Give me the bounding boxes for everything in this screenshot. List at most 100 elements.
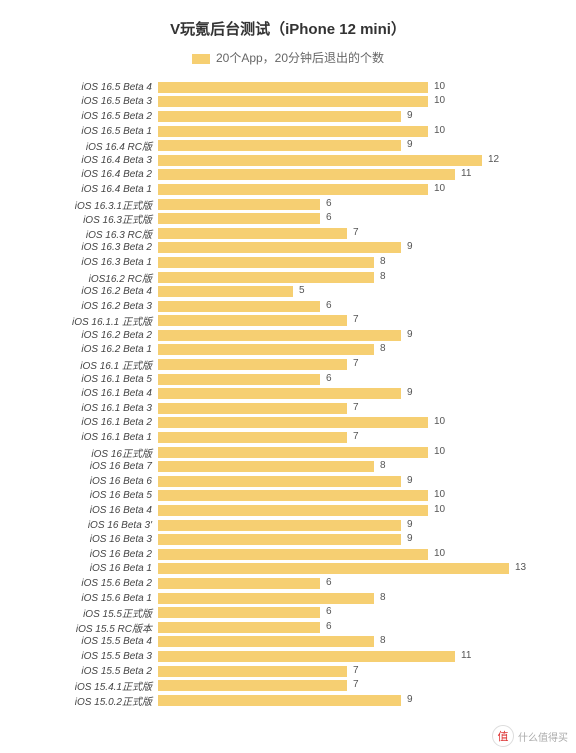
chart-row: iOS 15.5 Beta 27	[40, 664, 536, 679]
bar-value-label: 6	[320, 577, 332, 588]
bar-value-label: 8	[374, 271, 386, 282]
bar-value-label: 8	[374, 460, 386, 471]
bar-value-label: 10	[428, 446, 445, 457]
bar-track: 11	[158, 651, 536, 662]
chart-row: iOS 16 Beta 410	[40, 503, 536, 518]
chart-row: iOS 15.5 Beta 48	[40, 635, 536, 650]
bar	[158, 666, 347, 677]
chart-row: iOS 16.3 Beta 29	[40, 241, 536, 256]
y-axis-label: iOS 16.5 Beta 1	[40, 126, 158, 137]
chart-row: iOS 16.4 Beta 2 11	[40, 168, 536, 183]
bar-value-label: 9	[401, 110, 413, 121]
bar	[158, 607, 320, 618]
chart-row: iOS 15.5正式版6	[40, 605, 536, 620]
y-axis-label: iOS 16.1 Beta 3	[40, 403, 158, 414]
y-axis-label: iOS 16.2 Beta 4	[40, 286, 158, 297]
chart-row: iOS 16.2 Beta 45	[40, 284, 536, 299]
bar-track: 10	[158, 490, 536, 501]
chart-row: iOS 16.5 Beta 3 10	[40, 95, 536, 110]
legend-label: 20个App，20分钟后退出的个数	[216, 51, 384, 65]
y-axis-label: iOS 16.4 RC版	[40, 138, 158, 153]
bar-value-label: 7	[347, 431, 359, 442]
chart-row: iOS 16 Beta 7 8	[40, 459, 536, 474]
bar-track: 7	[158, 403, 536, 414]
bar	[158, 549, 428, 560]
bar-track: 10	[158, 549, 536, 560]
chart-row: iOS 16 Beta 113	[40, 562, 536, 577]
chart-row: iOS 15.5 Beta 311	[40, 649, 536, 664]
chart-row: iOS 16.1 Beta 210	[40, 416, 536, 431]
chart-row: iOS 16.2 Beta 18	[40, 343, 536, 358]
chart-row: iOS 16正式版10	[40, 445, 536, 460]
bar	[158, 563, 509, 574]
chart-row: iOS 16.1.1 正式版7	[40, 314, 536, 329]
chart-row: iOS 16.4 RC版 9	[40, 138, 536, 153]
chart-container: V玩氪后台测试（iPhone 12 mini） 20个App，20分钟后退出的个…	[0, 0, 576, 718]
chart-row: iOS 16.1 Beta 49	[40, 386, 536, 401]
bar-track: 9	[158, 242, 536, 253]
bar-value-label: 10	[428, 95, 445, 106]
y-axis-label: iOS 15.6 Beta 2	[40, 578, 158, 589]
bar-track: 10	[158, 82, 536, 93]
y-axis-label: iOS 16.4 Beta 2	[40, 169, 158, 180]
y-axis-label: iOS 16.3正式版	[40, 211, 158, 226]
bar-value-label: 9	[401, 694, 413, 705]
chart-row: iOS 15.6 Beta 2 6	[40, 576, 536, 591]
bar-track: 8	[158, 344, 536, 355]
bar-track: 6	[158, 578, 536, 589]
bar	[158, 111, 401, 122]
bar-track: 10	[158, 417, 536, 428]
bar-track: 10	[158, 126, 536, 137]
chart-row: iOS 16.1 正式版7	[40, 357, 536, 372]
bar-track: 9	[158, 534, 536, 545]
bar	[158, 461, 374, 472]
chart-row: iOS 16.5 Beta 110	[40, 124, 536, 139]
y-axis-label: iOS 16.5 Beta 3	[40, 96, 158, 107]
bar-value-label: 10	[428, 416, 445, 427]
y-axis-label: iOS 16.1 Beta 1	[40, 432, 158, 443]
bar-track: 8	[158, 636, 536, 647]
chart-row: iOS 16.3.1正式版6	[40, 197, 536, 212]
y-axis-label: iOS 16 Beta 7	[40, 461, 158, 472]
chart-row: iOS 16.1 Beta 1 7	[40, 430, 536, 445]
y-axis-label: iOS 16 Beta 5	[40, 490, 158, 501]
bar-value-label: 6	[320, 373, 332, 384]
bar	[158, 82, 428, 93]
bar-track: 8	[158, 272, 536, 283]
bar	[158, 388, 401, 399]
bar	[158, 257, 374, 268]
y-axis-label: iOS 16.4 Beta 1	[40, 184, 158, 195]
y-axis-label: iOS 15.4.1正式版	[40, 678, 158, 693]
bar-value-label: 11	[455, 168, 471, 179]
bar	[158, 447, 428, 458]
bar-track: 12	[158, 155, 536, 166]
bar-value-label: 6	[320, 300, 332, 311]
bar-value-label: 9	[401, 139, 413, 150]
y-axis-label: iOS 16 Beta 3'	[40, 520, 158, 531]
bar-value-label: 6	[320, 606, 332, 617]
bar-value-label: 8	[374, 256, 386, 267]
chart-row: iOS 16.3正式版 6	[40, 211, 536, 226]
bar-track: 9	[158, 330, 536, 341]
y-axis-label: iOS 16.5 Beta 4	[40, 82, 158, 93]
chart-row: iOS 16.2 Beta 36	[40, 299, 536, 314]
bar-track: 10	[158, 96, 536, 107]
legend-swatch	[192, 54, 210, 64]
bar	[158, 403, 347, 414]
bar-value-label: 6	[320, 212, 332, 223]
bar-value-label: 11	[455, 650, 471, 661]
bar-value-label: 9	[401, 329, 413, 340]
chart-title: V玩氪后台测试（iPhone 12 mini）	[40, 18, 536, 39]
bar-track: 7	[158, 228, 536, 239]
bar	[158, 301, 320, 312]
watermark: 值 什么值得买	[492, 725, 568, 747]
bar-track: 8	[158, 461, 536, 472]
bar	[158, 272, 374, 283]
bar-track: 7	[158, 432, 536, 443]
bar	[158, 520, 401, 531]
bar	[158, 126, 428, 137]
watermark-text: 什么值得买	[518, 729, 568, 744]
bar-track: 6	[158, 622, 536, 633]
chart-rows: iOS 16.5 Beta 410iOS 16.5 Beta 310iOS 16…	[40, 80, 536, 708]
bar	[158, 330, 401, 341]
